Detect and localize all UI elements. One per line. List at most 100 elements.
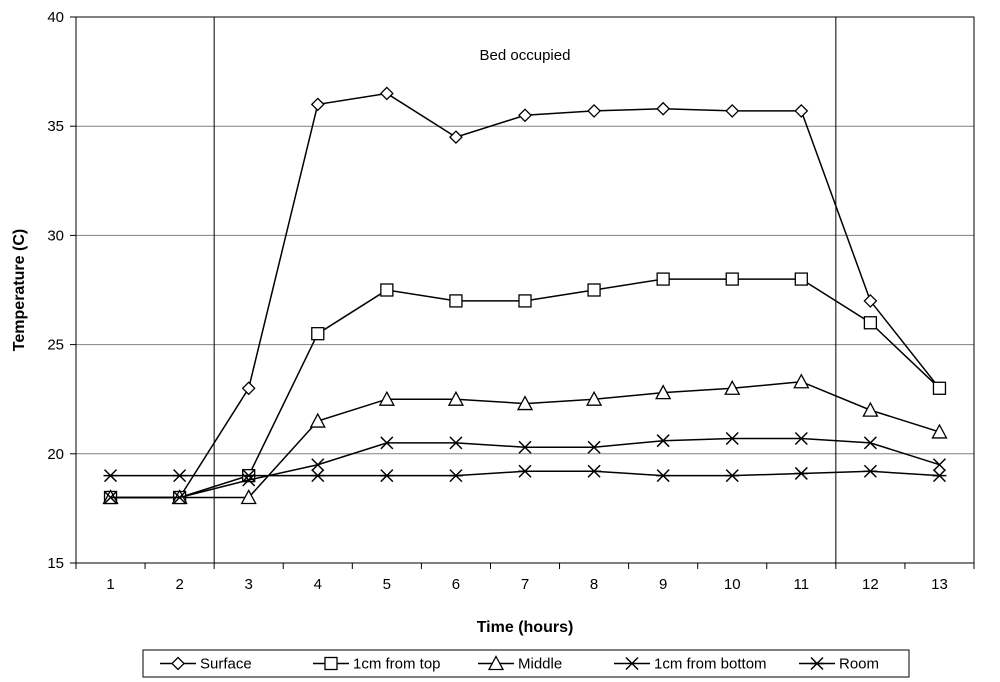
bed-occupied-annotation: Bed occupied: [480, 47, 571, 64]
point-room-5: [379, 469, 394, 483]
point-middle-12: [862, 401, 879, 417]
point-1cm-from-bottom-11: [794, 431, 808, 446]
point-surface-11: [794, 103, 809, 118]
y-tick-label-20: 20: [47, 446, 64, 463]
point-1cm-from-top-7: [518, 294, 532, 308]
point-room-6: [448, 469, 463, 483]
point-1cm-from-bottom-5: [380, 436, 394, 450]
point-middle-13: [931, 423, 948, 439]
series-1cm-from-bottom: [104, 431, 946, 505]
point-1cm-from-top-9: [656, 272, 670, 286]
series-layer: [102, 86, 948, 505]
legend-label-1cm-from-top: 1cm from top: [353, 656, 441, 673]
point-1cm-from-bottom-6: [449, 436, 463, 450]
point-1cm-from-bottom-2: [173, 490, 187, 505]
point-room-8: [587, 464, 602, 478]
series-1cm-from-top: [103, 272, 947, 505]
point-1cm-from-bottom-1: [104, 490, 118, 505]
x-tick-label-4: 4: [314, 576, 322, 593]
point-1cm-from-bottom-10: [725, 431, 739, 446]
point-1cm-from-top-8: [587, 283, 601, 297]
legend-label-middle: Middle: [518, 656, 562, 673]
point-1cm-from-top-6: [449, 294, 463, 308]
point-middle-4: [309, 412, 326, 428]
point-1cm-from-bottom-4: [311, 458, 325, 472]
point-1cm-from-top-12: [863, 316, 878, 330]
x-tick-label-10: 10: [724, 576, 741, 593]
point-surface-10: [725, 103, 740, 118]
point-middle-3: [240, 489, 257, 505]
point-surface-8: [587, 103, 601, 118]
point-surface-5: [379, 86, 394, 101]
point-1cm-from-top-11: [794, 272, 808, 286]
legend-marker-surface: [171, 656, 185, 671]
x-tick-label-11: 11: [794, 576, 810, 593]
point-surface-12: [863, 294, 878, 308]
point-middle-5: [378, 390, 395, 406]
point-room-4: [310, 469, 325, 483]
point-1cm-from-top-10: [725, 272, 739, 286]
point-room-9: [656, 469, 671, 483]
y-axis-title: Temperature (C): [11, 229, 28, 351]
plot-frame: [75, 16, 975, 564]
point-room-7: [518, 464, 532, 478]
legend-marker-1cm-from-bottom: [625, 656, 639, 671]
gridlines: [76, 125, 974, 455]
y-tick-label-15: 15: [47, 555, 64, 572]
y-tick-label-35: 35: [47, 118, 64, 135]
x-axis-title: Time (hours): [477, 619, 574, 636]
y-tick-label-40: 40: [47, 9, 64, 26]
x-tick-label-8: 8: [590, 576, 598, 593]
point-room-11: [794, 466, 809, 480]
point-middle-11: [793, 373, 810, 389]
series-line-1cm-from-top: [110, 278, 940, 499]
x-tick-label-7: 7: [521, 576, 529, 593]
point-middle-8: [585, 390, 603, 406]
point-surface-4: [310, 97, 325, 112]
x-tick-label-9: 9: [659, 576, 667, 593]
point-room-12: [863, 464, 878, 478]
point-middle-6: [447, 390, 465, 406]
legend-label-room: Room: [839, 656, 879, 673]
point-1cm-from-top-5: [380, 283, 394, 297]
x-tick-label-13: 13: [931, 576, 948, 593]
point-surface-3: [241, 381, 256, 396]
x-tick-label-3: 3: [245, 576, 253, 593]
legend-marker-1cm-from-top: [324, 656, 338, 671]
legend-marker-middle: [487, 655, 505, 671]
x-tick-label-1: 1: [106, 576, 114, 593]
legend: Surface 1cm from top Middle 1cm from bottom…: [142, 649, 910, 678]
series-room: [103, 464, 947, 483]
y-tick-label-25: 25: [47, 337, 64, 354]
point-middle-9: [655, 384, 672, 400]
point-1cm-from-bottom-12: [863, 436, 877, 450]
x-tick-label-2: 2: [175, 576, 183, 593]
occupied-markers: [213, 17, 837, 563]
y-tick-label-30: 30: [47, 227, 64, 244]
legend-box: [142, 649, 910, 678]
point-1cm-from-bottom-8: [587, 440, 601, 454]
legend-label-1cm-from-bottom: 1cm from bottom: [654, 656, 767, 673]
point-surface-7: [518, 108, 532, 123]
point-1cm-from-top-4: [311, 327, 325, 341]
point-middle-7: [516, 395, 534, 411]
point-1cm-from-bottom-7: [518, 440, 532, 454]
point-room-3: [241, 469, 256, 483]
point-room-10: [725, 469, 740, 483]
point-room-13: [932, 469, 947, 483]
point-1cm-from-top-13: [932, 381, 947, 395]
point-1cm-from-bottom-9: [656, 434, 670, 448]
x-tick-label-5: 5: [383, 576, 391, 593]
x-tick-label-12: 12: [862, 576, 879, 593]
legend-marker-room: [810, 656, 824, 671]
point-middle-10: [724, 379, 741, 395]
point-room-1: [103, 469, 118, 483]
point-surface-6: [449, 130, 463, 145]
point-1cm-from-bottom-13: [932, 458, 946, 472]
point-room-2: [172, 469, 187, 483]
x-tick-label-6: 6: [452, 576, 460, 593]
legend-label-surface: Surface: [200, 656, 252, 673]
point-surface-9: [656, 101, 671, 116]
